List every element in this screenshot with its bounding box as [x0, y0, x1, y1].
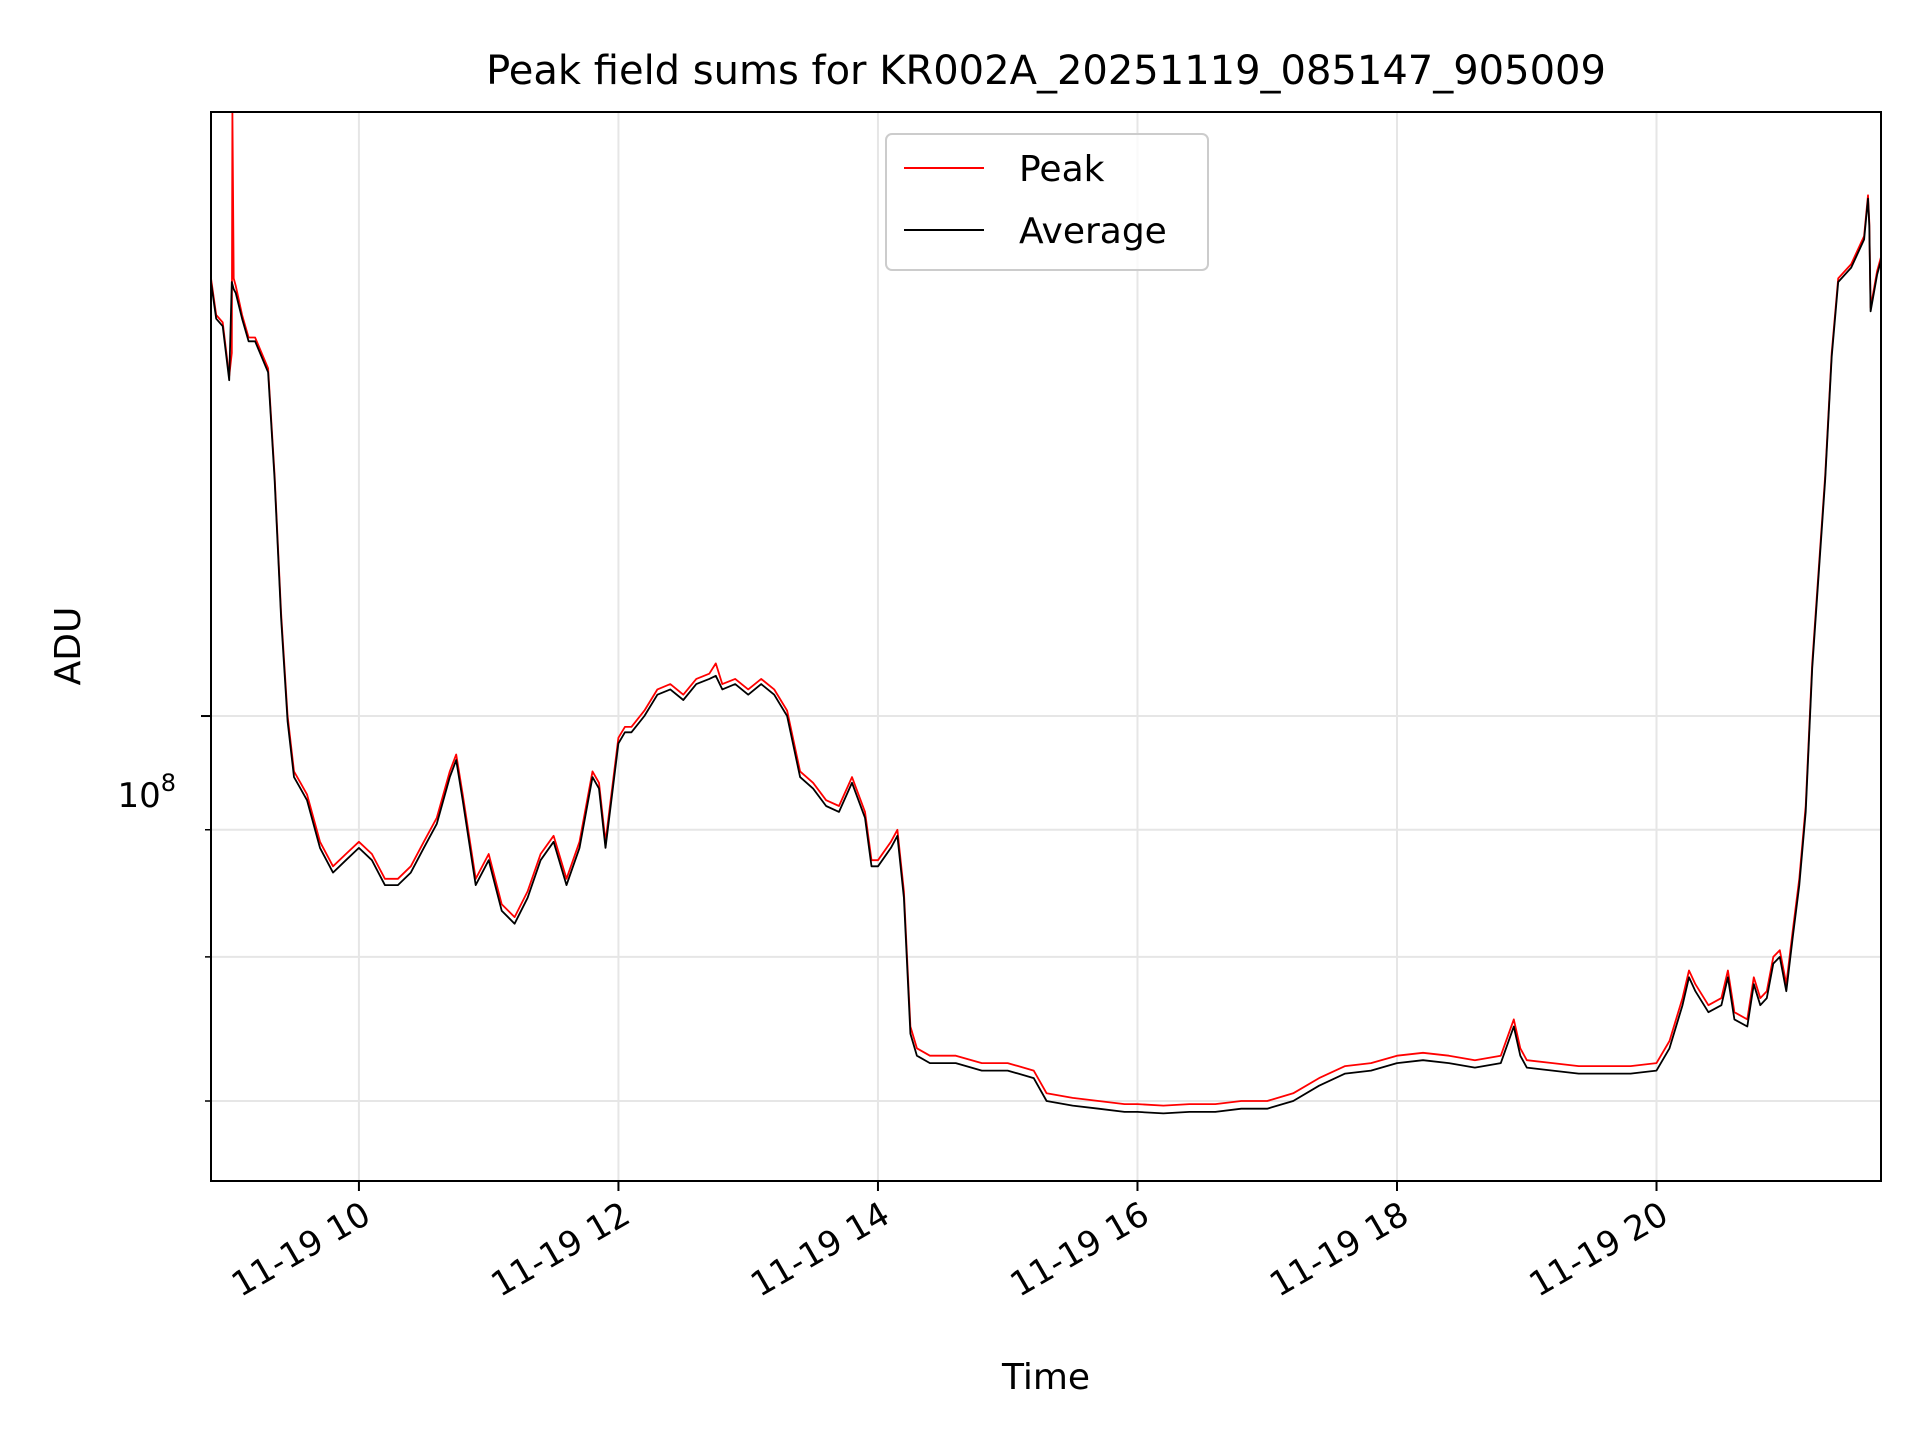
series-lines	[211, 112, 1881, 1115]
chart-title: Peak field sums for KR002A_20251119_0851…	[486, 48, 1606, 94]
y-tick-label-base: 10	[117, 776, 160, 816]
x-axis-label: Time	[1001, 1357, 1090, 1398]
series-line-average	[211, 197, 1881, 1115]
plot-frame	[210, 111, 1882, 1182]
grid	[211, 112, 1881, 1181]
legend-label-peak: Peak	[1019, 149, 1105, 190]
series-line-peak	[211, 112, 1881, 1107]
y-tick-label-exponent: 8	[161, 769, 176, 797]
y-axis-label: ADU	[48, 607, 89, 686]
legend: Peak Average	[885, 133, 1209, 271]
y-tick-label-1e8: 108	[117, 769, 176, 816]
legend-label-average: Average	[1019, 211, 1167, 252]
